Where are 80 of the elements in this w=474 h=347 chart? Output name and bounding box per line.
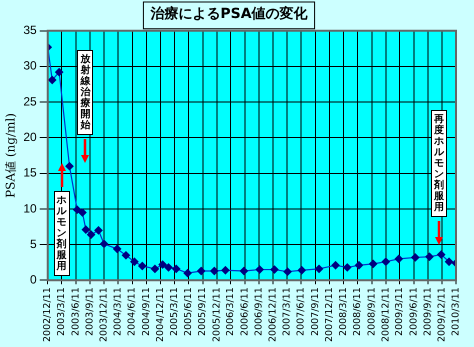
- point: [73, 206, 82, 214]
- x-tick-label: 2003/6/11: [70, 287, 82, 336]
- point: [314, 264, 324, 273]
- x-tick-label: 2006/12/11: [268, 287, 279, 342]
- point: [256, 265, 264, 274]
- x-tick-label: 2005/9/11: [197, 287, 208, 336]
- y-tick-label: 25: [23, 94, 38, 108]
- point: [164, 263, 173, 272]
- annotation: 放射線治療開始: [77, 50, 94, 136]
- x-tick-label: 2005/12/11: [211, 287, 222, 342]
- y-tick-label: 20: [23, 130, 38, 144]
- point: [411, 253, 420, 262]
- point: [55, 68, 64, 76]
- x-tick-label: 2004/6/11: [126, 287, 138, 336]
- point: [94, 226, 103, 234]
- x-tick-label: 2004/12/11: [154, 287, 166, 342]
- text: 再度ホルモン剤服用: [434, 114, 444, 213]
- x-tick-label: 2006/9/11: [254, 287, 265, 336]
- point: [343, 263, 352, 272]
- x-tick-label: 2008/6/11: [352, 287, 364, 336]
- point: [158, 260, 167, 269]
- x-tick-label: 2006/6/11: [239, 287, 250, 336]
- point: [270, 265, 279, 274]
- point: [354, 261, 364, 270]
- x-tick-label: 2005/3/11: [168, 287, 180, 336]
- point: [78, 208, 87, 217]
- x-tick-label: 2002/12/11: [42, 287, 54, 342]
- annotation: ホルモン剤服用: [54, 191, 70, 276]
- y-tick-label: 10: [23, 201, 38, 216]
- x-tick-label: 2003/3/11: [56, 287, 68, 336]
- point: [48, 76, 56, 84]
- y-tick-label: 15: [23, 166, 38, 180]
- x-tick-label: 2004/3/11: [112, 287, 124, 336]
- point: [221, 266, 230, 274]
- point: [130, 258, 139, 266]
- x-tick-label: 2005/6/11: [183, 287, 194, 336]
- x-tick-label: 2010/3/11: [450, 287, 462, 336]
- point: [283, 268, 292, 276]
- point: [240, 266, 248, 276]
- point: [197, 266, 206, 276]
- point: [65, 162, 74, 170]
- point: [113, 244, 122, 253]
- x-tick-label: 2003/9/11: [84, 287, 96, 336]
- point: [444, 258, 454, 266]
- point: [331, 261, 340, 270]
- point: [172, 264, 180, 273]
- x-tick-label: 2009/6/11: [408, 287, 420, 336]
- x-tick-label: 2009/12/11: [436, 287, 448, 342]
- point: [382, 258, 390, 266]
- x-tick-label: 2009/3/11: [394, 287, 406, 336]
- point: [369, 260, 378, 268]
- x-tick-label: 2003/12/11: [98, 287, 110, 342]
- y-axis-title: PSA値 (ng/ml): [3, 113, 18, 198]
- point: [86, 230, 96, 239]
- point: [298, 266, 306, 274]
- y-tick-label: 30: [23, 58, 38, 73]
- x-tick-label: 2007/6/11: [296, 287, 307, 336]
- point: [138, 262, 146, 270]
- y-tick-label: 0: [30, 272, 38, 287]
- x-tick-label: 2007/9/11: [310, 287, 321, 336]
- chart-title: 治療によるPSA値の変化: [149, 5, 309, 22]
- point: [150, 264, 160, 273]
- y-tick-label: 35: [23, 23, 38, 38]
- y-tick-label: 5: [30, 236, 38, 251]
- x-tick-label: 2007/12/11: [324, 287, 335, 342]
- point: [184, 269, 192, 278]
- x-tick-label: 2008/12/11: [380, 287, 392, 342]
- x-tick-label: 2008/9/11: [366, 287, 378, 336]
- point: [437, 250, 446, 259]
- point: [210, 266, 218, 276]
- x-tick-label: 2008/3/11: [338, 287, 349, 336]
- point: [100, 240, 108, 248]
- x-tick-label: 2009/9/11: [422, 287, 434, 336]
- x-tick-label: 2006/3/11: [225, 287, 236, 336]
- x-tick-label: 2007/3/11: [281, 287, 292, 336]
- point: [425, 252, 434, 261]
- point: [122, 251, 130, 260]
- point: [394, 254, 403, 263]
- x-tick-label: 2004/9/11: [140, 287, 152, 336]
- point: [82, 226, 90, 234]
